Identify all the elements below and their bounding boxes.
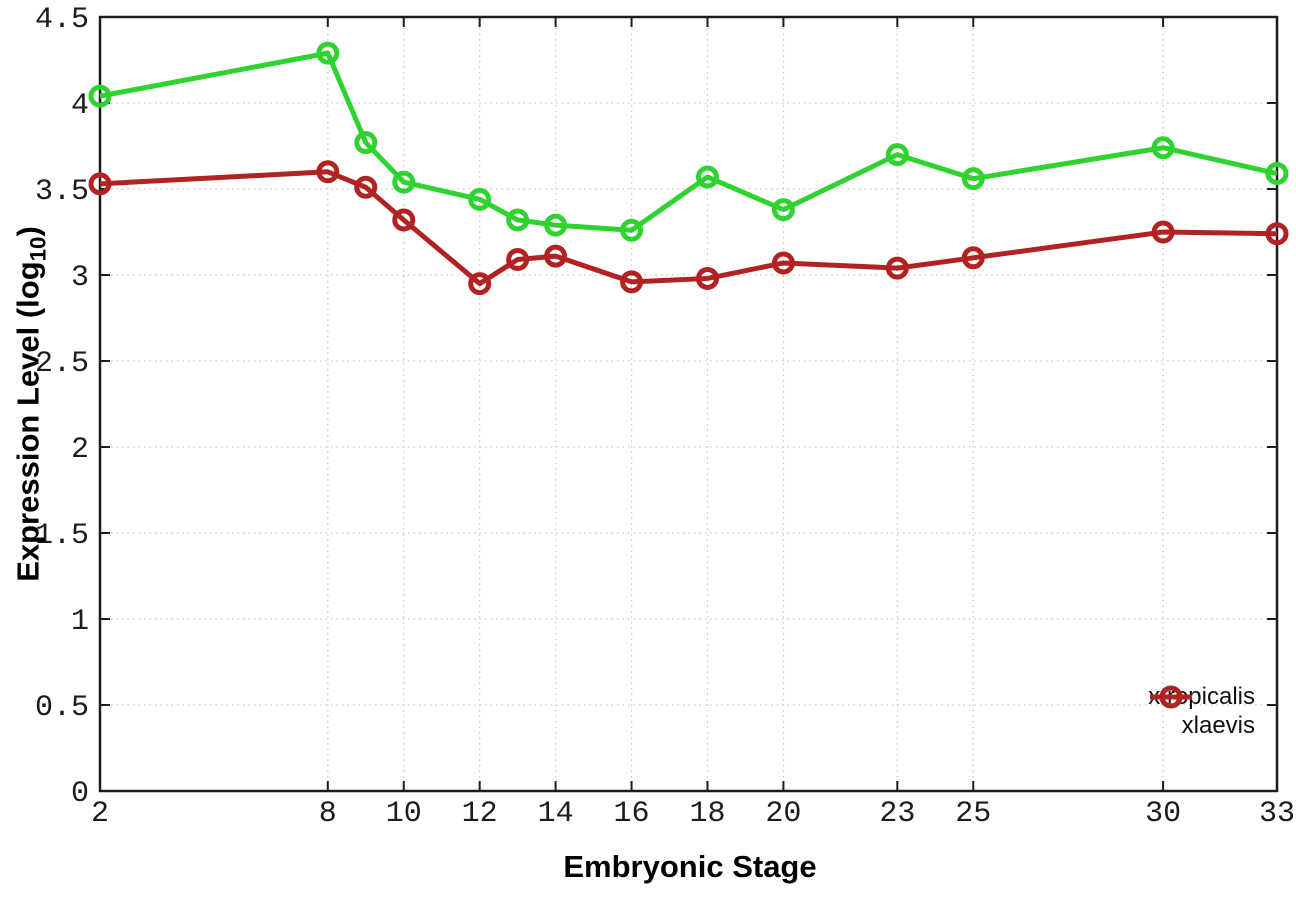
data-point-xlaevis-14: [544, 244, 568, 268]
y-tick-label-1: 1: [71, 605, 89, 639]
data-point-xtropicalis-10: [392, 170, 416, 194]
data-point-xlaevis-9: [354, 175, 378, 199]
data-point-xtropicalis-16: [620, 218, 644, 242]
data-point-xtropicalis-14: [544, 213, 568, 237]
x-tick-label-2: 2: [91, 797, 109, 831]
y-tick-label-3: 3: [71, 261, 89, 295]
y-axis-title-suffix: ): [10, 226, 46, 237]
series-line-xtropicalis: [99, 50, 1278, 233]
data-point-xtropicalis-25: [961, 167, 985, 191]
data-point-xlaevis-8: [316, 160, 340, 184]
plot-border: [98, 15, 1279, 793]
data-point-xlaevis-25: [961, 246, 985, 270]
legend-label-xlaevis: xlaevis: [1181, 712, 1255, 739]
y-tick-label-4.5: 4.5: [35, 3, 89, 37]
data-point-xlaevis-10: [392, 208, 416, 232]
x-tick-label-14: 14: [538, 797, 574, 831]
y-axis-title-subscript: 10: [25, 236, 51, 262]
y-tick-label-0: 0: [71, 777, 89, 811]
data-point-xtropicalis-30: [1151, 136, 1175, 160]
x-axis-title: Embryonic Stage: [563, 849, 817, 884]
legend-marker-xlaevis-icon: [1150, 685, 1193, 709]
y-tick-label-0.5: 0.5: [35, 691, 89, 725]
y-tick-label-3.5: 3.5: [35, 175, 89, 209]
x-tick-label-10: 10: [386, 797, 422, 831]
data-point-xlaevis-23: [885, 256, 909, 280]
data-point-xlaevis-30: [1151, 220, 1175, 244]
x-tick-label-25: 25: [955, 797, 991, 831]
x-tick-label-12: 12: [462, 797, 498, 831]
y-axis-title-prefix: Expression Level (log: [10, 261, 46, 582]
y-tick-label-1.5: 1.5: [35, 519, 89, 553]
y-tick-label-4: 4: [71, 89, 89, 123]
data-point-xtropicalis-13: [506, 208, 530, 232]
x-tick-label-18: 18: [689, 797, 725, 831]
y-tick-label-2: 2: [71, 433, 89, 467]
x-tick-label-33: 33: [1259, 797, 1295, 831]
data-point-xlaevis-12: [468, 272, 492, 296]
y-tick-label-2.5: 2.5: [35, 347, 89, 381]
legend: xtropicalis xlaevis: [1148, 684, 1255, 739]
data-point-xtropicalis-8: [316, 41, 340, 65]
x-tick-label-16: 16: [614, 797, 650, 831]
data-point-xtropicalis-12: [468, 187, 492, 211]
legend-entry-xlaevis: xlaevis: [1150, 685, 1255, 739]
data-point-xtropicalis-20: [771, 198, 795, 222]
data-point-xtropicalis-2: [88, 84, 112, 108]
data-point-xlaevis-20: [771, 251, 795, 275]
data-point-xtropicalis-18: [695, 165, 719, 189]
x-tick-label-30: 30: [1145, 797, 1181, 831]
data-point-xtropicalis-9: [354, 131, 378, 155]
y-axis-title: Expression Level (log10): [10, 226, 51, 582]
x-tick-label-20: 20: [765, 797, 801, 831]
x-tick-label-23: 23: [879, 797, 915, 831]
data-point-xlaevis-16: [620, 270, 644, 294]
data-point-xlaevis-33: [1265, 222, 1289, 246]
data-point-xtropicalis-33: [1265, 162, 1289, 186]
data-point-xlaevis-2: [88, 172, 112, 196]
legend-circle-sample: [1159, 685, 1183, 709]
data-point-xlaevis-18: [695, 266, 719, 290]
data-point-xtropicalis-23: [885, 143, 909, 167]
data-point-xlaevis-13: [506, 248, 530, 272]
x-tick-label-8: 8: [319, 797, 337, 831]
